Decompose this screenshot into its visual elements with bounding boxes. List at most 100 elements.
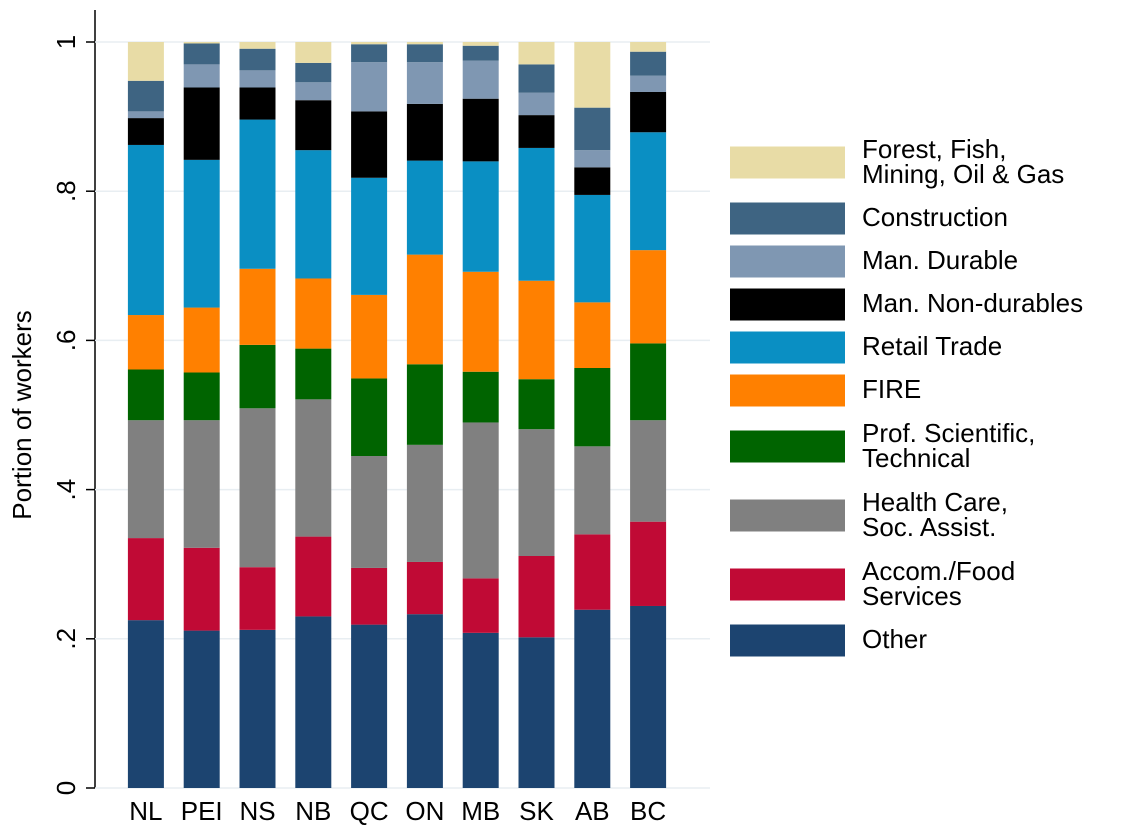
bar-segment <box>574 534 611 610</box>
bar-segment <box>574 368 611 447</box>
legend-label: FIRE <box>862 374 922 404</box>
y-tick-label: 0 <box>51 781 81 795</box>
bar-segment <box>406 444 443 562</box>
bar-segment <box>127 620 164 788</box>
x-tick-label: QC <box>350 796 389 826</box>
bar-segment <box>462 632 499 788</box>
bar-segment <box>239 408 276 568</box>
bar-segment <box>406 561 443 615</box>
bar-segment <box>462 578 499 633</box>
bar-segment <box>630 132 667 251</box>
legend-label: Accom./Food Services <box>862 555 1016 611</box>
bar-segment <box>518 115 555 148</box>
bar-segment <box>462 161 499 272</box>
bar-segment <box>630 420 667 522</box>
bar-segment <box>239 268 276 345</box>
bar-segment <box>518 637 555 788</box>
bar-segment <box>406 614 443 788</box>
bar-segment <box>127 80 164 112</box>
legend-swatch <box>730 568 845 601</box>
bar-segment <box>239 344 276 409</box>
bar-segment <box>630 605 667 788</box>
bar-segment <box>462 371 499 423</box>
bar-segment <box>462 42 499 46</box>
bar-segment <box>574 107 611 151</box>
bar-segment <box>574 42 611 108</box>
x-tick-label: SK <box>519 796 554 826</box>
bar-segment <box>239 87 276 120</box>
bar-segment <box>127 369 164 421</box>
x-tick-label: BC <box>630 796 666 826</box>
legend-swatch <box>730 430 845 463</box>
y-tick-label: .4 <box>51 479 81 501</box>
y-tick-label: 1 <box>51 35 81 49</box>
bar-segment <box>406 44 443 63</box>
legend-label: Construction <box>862 202 1008 232</box>
bar-segment <box>518 42 555 65</box>
bar-segment <box>351 177 388 295</box>
bar-segment <box>518 429 555 556</box>
bar-segment <box>351 294 388 379</box>
bar-segment <box>406 254 443 365</box>
legend-label: Other <box>862 624 928 654</box>
bar-segment <box>127 118 164 145</box>
bar-segment <box>239 119 276 269</box>
x-tick-label: AB <box>575 796 610 826</box>
bar-segment <box>295 399 332 537</box>
bar-segment <box>518 280 555 380</box>
bar-segment <box>183 630 220 788</box>
legend-label: Retail Trade <box>862 331 1003 361</box>
bar-segment <box>518 555 555 638</box>
bar-segment <box>351 44 388 63</box>
legend-label: Health Care, Soc. Assist. <box>862 486 1008 542</box>
bar-segment <box>574 150 611 168</box>
legend-label: Forest, Fish, Mining, Oil & Gas <box>862 133 1065 189</box>
bar-segment <box>183 43 220 65</box>
bar-segment <box>630 521 667 606</box>
bar-segment <box>630 42 667 52</box>
bar-segment <box>462 422 499 579</box>
bar-segment <box>295 100 332 151</box>
bar-segment <box>295 62 332 83</box>
x-tick-label: NS <box>239 796 275 826</box>
bar-segment <box>518 64 555 93</box>
bar-segment <box>351 42 388 45</box>
bar-segment <box>127 144 164 316</box>
bar-segment <box>183 87 220 160</box>
bar-segment <box>630 51 667 76</box>
bar-segment <box>183 42 220 44</box>
bar-segment <box>295 150 332 279</box>
bar-segment <box>239 42 276 49</box>
x-tick-label: MB <box>461 796 500 826</box>
bar-segment <box>183 420 220 548</box>
x-tick-label: PEI <box>181 796 223 826</box>
bar-segment <box>127 538 164 621</box>
bar-segment <box>406 160 443 255</box>
bar-segment <box>518 92 555 116</box>
y-tick-label: .2 <box>51 628 81 650</box>
bar-segment <box>239 629 276 788</box>
bar-segment <box>295 42 332 63</box>
x-tick-label: ON <box>405 796 444 826</box>
bar-segment <box>574 609 611 788</box>
bar-segment <box>630 75 667 92</box>
y-axis-title: Portion of workers <box>7 310 37 520</box>
bar-segment <box>183 159 220 308</box>
bar-segment <box>574 446 611 535</box>
bar-segment <box>295 536 332 617</box>
legend-swatch <box>730 146 845 179</box>
bar-segment <box>295 348 332 400</box>
bar-segment <box>295 278 332 349</box>
bar-segment <box>183 547 220 631</box>
legend-swatch <box>730 624 845 657</box>
bar-segment <box>518 147 555 281</box>
bar-segment <box>295 616 332 788</box>
legend-swatch <box>730 499 845 532</box>
bar-segment <box>351 456 388 568</box>
bar-segment <box>406 42 443 45</box>
bar-segment <box>574 167 611 195</box>
legend-label: Man. Durable <box>862 245 1019 275</box>
bar-segment <box>462 45 499 61</box>
